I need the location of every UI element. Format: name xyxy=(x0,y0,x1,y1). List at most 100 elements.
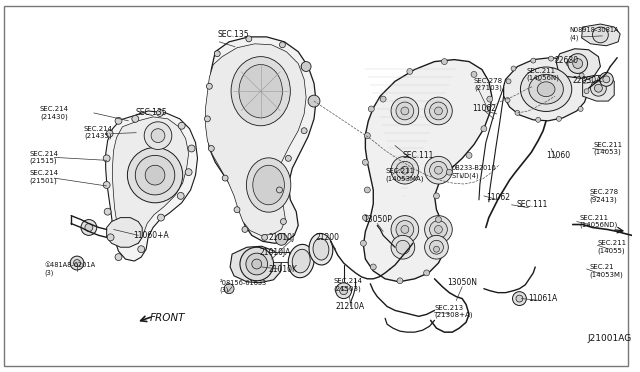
Circle shape xyxy=(275,233,287,245)
Circle shape xyxy=(487,96,493,102)
Text: SEC.135: SEC.135 xyxy=(217,31,249,39)
Circle shape xyxy=(74,260,81,266)
Circle shape xyxy=(204,116,211,122)
Text: SEC.111: SEC.111 xyxy=(403,151,435,160)
Text: SEC.111: SEC.111 xyxy=(516,200,548,209)
Circle shape xyxy=(135,155,175,195)
Text: SEC.278
(92413): SEC.278 (92413) xyxy=(589,189,619,203)
Ellipse shape xyxy=(231,57,291,126)
Circle shape xyxy=(206,83,212,89)
Circle shape xyxy=(396,221,414,238)
Circle shape xyxy=(433,246,440,252)
Ellipse shape xyxy=(537,82,555,97)
Circle shape xyxy=(397,278,403,284)
Circle shape xyxy=(301,128,307,134)
Text: SEC.211
(14053): SEC.211 (14053) xyxy=(593,142,623,155)
Polygon shape xyxy=(364,60,492,282)
Text: SEC.135: SEC.135 xyxy=(135,108,167,118)
Circle shape xyxy=(115,254,122,260)
Circle shape xyxy=(85,224,93,231)
Circle shape xyxy=(556,116,561,121)
Circle shape xyxy=(391,216,419,243)
Circle shape xyxy=(401,225,409,233)
Text: SEC.211
(14053MA): SEC.211 (14053MA) xyxy=(385,169,424,182)
Circle shape xyxy=(424,216,452,243)
Circle shape xyxy=(336,283,351,299)
Circle shape xyxy=(127,147,182,203)
Circle shape xyxy=(340,287,348,295)
Circle shape xyxy=(401,107,409,115)
Circle shape xyxy=(242,227,248,232)
Text: 21010JA: 21010JA xyxy=(260,248,291,257)
Circle shape xyxy=(364,133,371,139)
Text: N08918-3081A
(4): N08918-3081A (4) xyxy=(570,27,620,41)
Circle shape xyxy=(240,247,273,281)
Circle shape xyxy=(591,80,606,96)
Text: 21200: 21200 xyxy=(316,233,340,242)
Circle shape xyxy=(429,221,447,238)
Circle shape xyxy=(511,66,516,71)
Text: 11060+A: 11060+A xyxy=(133,231,169,240)
Circle shape xyxy=(435,225,442,233)
Circle shape xyxy=(424,97,452,125)
Ellipse shape xyxy=(529,74,563,104)
Text: SEC.278
(27103): SEC.278 (27103) xyxy=(474,77,503,91)
Polygon shape xyxy=(556,49,600,78)
Circle shape xyxy=(276,187,282,193)
Text: SEC.211
(14055): SEC.211 (14055) xyxy=(597,240,627,254)
Circle shape xyxy=(429,240,444,254)
Circle shape xyxy=(424,270,429,276)
Circle shape xyxy=(407,68,413,74)
Ellipse shape xyxy=(239,64,282,118)
Text: SEC.214
(21435): SEC.214 (21435) xyxy=(83,126,112,140)
Circle shape xyxy=(157,109,163,116)
Ellipse shape xyxy=(313,238,329,260)
Circle shape xyxy=(214,51,220,57)
Ellipse shape xyxy=(292,249,310,273)
Circle shape xyxy=(188,145,195,152)
Circle shape xyxy=(362,159,369,165)
Circle shape xyxy=(301,64,307,70)
Polygon shape xyxy=(107,218,142,247)
Text: 11062: 11062 xyxy=(486,193,510,202)
Circle shape xyxy=(513,292,526,305)
Circle shape xyxy=(603,76,610,83)
Circle shape xyxy=(209,145,214,151)
Text: SEC.214
(21515): SEC.214 (21515) xyxy=(29,151,59,164)
Circle shape xyxy=(593,27,608,43)
Circle shape xyxy=(401,166,409,174)
Circle shape xyxy=(309,96,315,102)
Circle shape xyxy=(396,102,414,120)
Text: SEC.211
(14056N): SEC.211 (14056N) xyxy=(526,68,559,81)
Circle shape xyxy=(396,161,414,179)
Ellipse shape xyxy=(520,67,572,112)
Circle shape xyxy=(584,89,589,94)
Polygon shape xyxy=(582,24,620,46)
Text: 11061A: 11061A xyxy=(528,294,557,303)
Circle shape xyxy=(548,56,554,61)
Circle shape xyxy=(364,187,371,193)
Circle shape xyxy=(132,115,139,122)
Circle shape xyxy=(371,264,376,270)
Circle shape xyxy=(424,156,452,184)
Circle shape xyxy=(515,110,520,115)
Text: ²08156-61633
(3): ²08156-61633 (3) xyxy=(220,280,266,294)
Text: SEC.214
(21430): SEC.214 (21430) xyxy=(40,106,69,120)
Circle shape xyxy=(435,217,442,222)
Circle shape xyxy=(424,235,449,259)
Polygon shape xyxy=(106,111,198,261)
Circle shape xyxy=(107,234,114,241)
Ellipse shape xyxy=(288,244,314,278)
Circle shape xyxy=(391,156,419,184)
Text: SEC.21
(14053M): SEC.21 (14053M) xyxy=(589,264,623,278)
Circle shape xyxy=(362,215,369,221)
Text: SEC.214
(21501): SEC.214 (21501) xyxy=(29,170,59,184)
Text: SEC.214
(21503): SEC.214 (21503) xyxy=(334,278,363,292)
Circle shape xyxy=(224,284,234,294)
Circle shape xyxy=(103,182,110,189)
Circle shape xyxy=(246,36,252,42)
Circle shape xyxy=(179,122,185,129)
Circle shape xyxy=(578,106,583,112)
Circle shape xyxy=(103,155,110,162)
FancyBboxPatch shape xyxy=(4,6,628,366)
